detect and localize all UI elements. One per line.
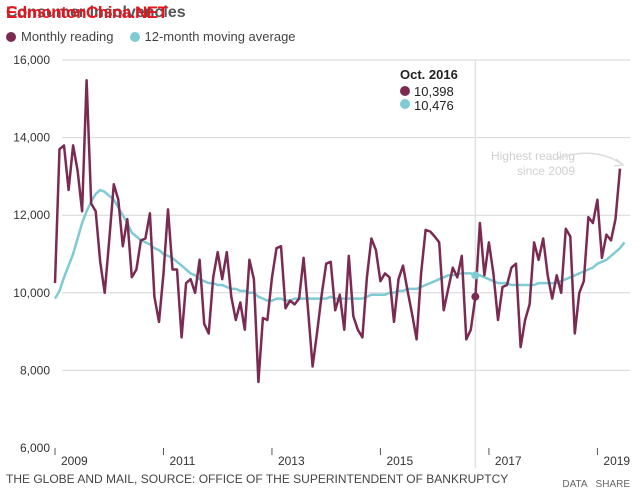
annotation-line2: since 2009 [517, 164, 575, 178]
legend-item-monthly: Monthly reading [6, 29, 114, 44]
share-link[interactable]: SHARE [595, 479, 630, 490]
legend-swatch-monthly [6, 31, 16, 42]
source-credit: THE GLOBE AND MAIL, SOURCE: OFFICE OF TH… [6, 472, 509, 486]
x-tick-label: 2011 [169, 454, 195, 468]
hover-point-monthly [471, 292, 480, 301]
data-link[interactable]: DATA [562, 479, 588, 490]
x-tick-label: 2015 [386, 454, 413, 468]
series-line-monthly [53, 78, 622, 384]
y-tick-label: 14,000 [13, 131, 50, 145]
chart-title: Consumer insolvencies [6, 4, 186, 21]
x-tick-label: 2019 [603, 454, 630, 468]
legend-swatch-average [129, 31, 140, 42]
tooltip: Oct. 2016 10,398 10,476 [400, 67, 458, 113]
x-tick-label: 2013 [278, 454, 305, 468]
y-tick-label: 8,000 [20, 363, 50, 377]
x-tick-label: 2009 [61, 454, 88, 468]
tooltip-value-monthly: 10,398 [414, 84, 454, 99]
annotation-line1: Highest reading [491, 149, 575, 163]
hover-point-average [471, 271, 480, 280]
legend: Monthly reading 12-month moving average [6, 29, 296, 44]
y-tick-label: 10,000 [13, 286, 50, 300]
y-tick-label: 6,000 [20, 441, 50, 455]
annotation-arrow [557, 152, 623, 165]
chart-actions: DATA SHARE [562, 479, 630, 490]
legend-item-average: 12-month moving average [129, 29, 296, 44]
tooltip-swatch-average [400, 99, 410, 109]
line-chart[interactable]: 6,000 8,000 10,000 12,000 14,000 16,000 2009 2… [0, 0, 640, 470]
tooltip-date: Oct. 2016 [400, 67, 458, 82]
legend-label-average: 12-month moving average [144, 29, 296, 44]
y-tick-label: 12,000 [13, 208, 50, 222]
x-tick-label: 2017 [495, 454, 522, 468]
legend-label-monthly: Monthly reading [21, 29, 114, 44]
annotation-arrowhead-icon [613, 158, 625, 167]
y-tick-label: 16,000 [13, 53, 50, 67]
tooltip-swatch-monthly [400, 86, 410, 96]
watermark: EdmontonChina.NET [6, 3, 168, 22]
tooltip-value-average: 10,476 [414, 98, 454, 113]
